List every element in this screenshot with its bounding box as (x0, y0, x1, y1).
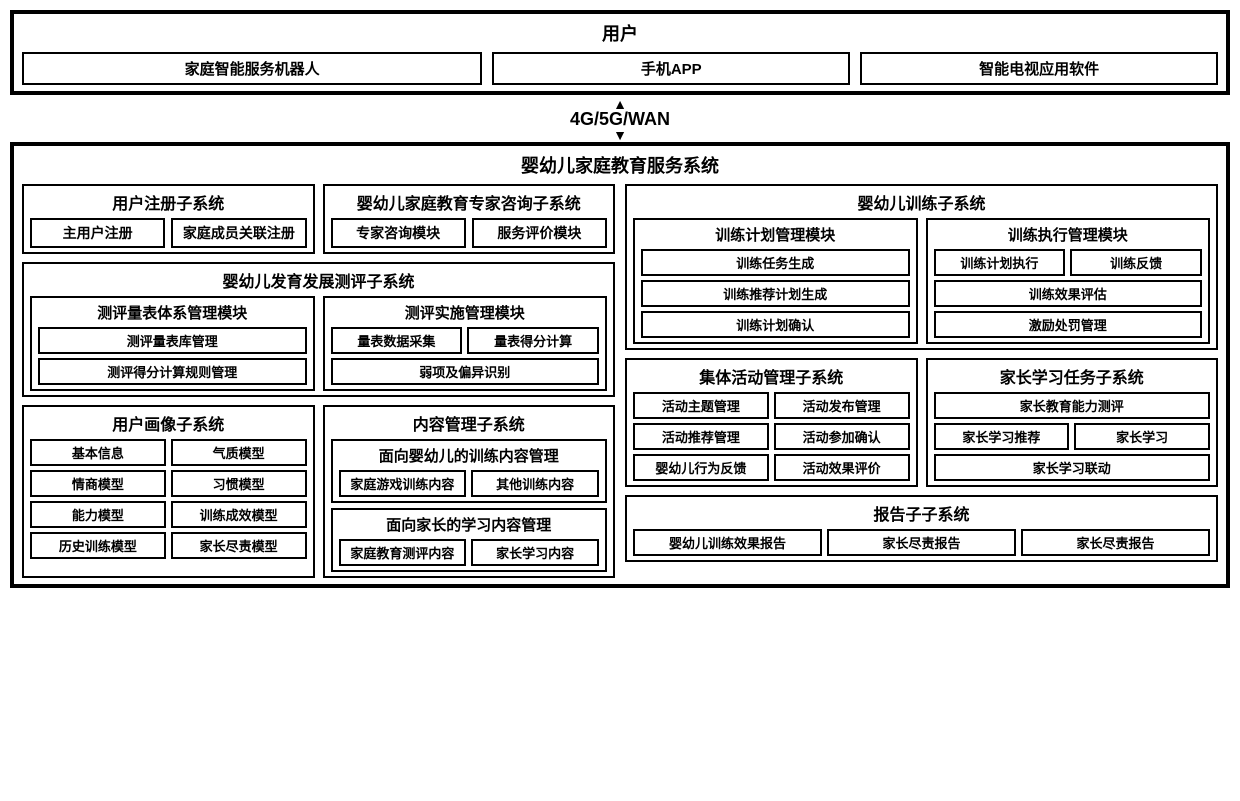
report-item: 家长尽责报告 (1021, 529, 1210, 556)
content-title: 内容管理子系统 (331, 411, 608, 435)
group-item: 活动主题管理 (633, 392, 769, 419)
training-plan-module: 训练计划管理模块 训练任务生成 训练推荐计划生成 训练计划确认 (633, 218, 918, 344)
scale-item: 测评量表库管理 (38, 327, 307, 354)
exec-item: 训练计划执行 (934, 249, 1066, 276)
report-item: 家长尽责报告 (827, 529, 1016, 556)
report-module: 报告子子系统 婴幼儿训练效果报告 家长尽责报告 家长尽责报告 (625, 495, 1218, 562)
scale-item: 测评得分计算规则管理 (38, 358, 307, 385)
plan-item: 训练计划确认 (641, 311, 910, 338)
exec-item: 激励处罚管理 (934, 311, 1203, 338)
group-title: 集体活动管理子系统 (633, 364, 910, 388)
arrow-up-icon: ▲ (613, 99, 627, 109)
parent-content-item: 家长学习内容 (471, 539, 599, 566)
user-item-tv: 智能电视应用软件 (860, 52, 1218, 85)
impl-mgmt-title: 测评实施管理模块 (331, 302, 600, 323)
parent-content-module: 面向家长的学习内容管理 家庭教育测评内容 家长学习内容 (331, 508, 608, 572)
connection: ▲ 4G/5G/WAN ▼ (10, 99, 1230, 140)
parent-task-item: 家长学习联动 (934, 454, 1211, 481)
system-block: 婴幼儿家庭教育服务系统 用户注册子系统 主用户注册 家庭成员关联注册 婴幼儿家庭… (10, 142, 1230, 588)
training-exec-module: 训练执行管理模块 训练计划执行 训练反馈 训练效果评估 激励处罚管理 (926, 218, 1211, 344)
infant-content-item: 家庭游戏训练内容 (339, 470, 467, 497)
expert-item: 服务评价模块 (472, 218, 607, 248)
group-item: 活动参加确认 (774, 423, 910, 450)
assessment-module: 婴幼儿发育发展测评子系统 测评量表体系管理模块 测评量表库管理 测评得分计算规则… (22, 262, 615, 397)
profile-item: 训练成效模型 (171, 501, 307, 528)
assessment-title: 婴幼儿发育发展测评子系统 (30, 268, 607, 292)
group-item: 婴幼儿行为反馈 (633, 454, 769, 481)
training-plan-title: 训练计划管理模块 (641, 224, 910, 245)
training-module: 婴幼儿训练子系统 训练计划管理模块 训练任务生成 训练推荐计划生成 训练计划确认… (625, 184, 1218, 350)
group-item: 活动效果评价 (774, 454, 910, 481)
report-item: 婴幼儿训练效果报告 (633, 529, 822, 556)
profile-item: 能力模型 (30, 501, 166, 528)
arrow-down-icon: ▼ (613, 130, 627, 140)
report-title: 报告子子系统 (633, 501, 1210, 525)
register-item: 家庭成员关联注册 (171, 218, 306, 248)
impl-item: 弱项及偏异识别 (331, 358, 600, 385)
scale-mgmt-module: 测评量表体系管理模块 测评量表库管理 测评得分计算规则管理 (30, 296, 315, 391)
training-title: 婴幼儿训练子系统 (633, 190, 1210, 214)
impl-mgmt-module: 测评实施管理模块 量表数据采集 量表得分计算 弱项及偏异识别 (323, 296, 608, 391)
profile-item: 家长尽责模型 (171, 532, 307, 559)
content-module: 内容管理子系统 面向婴幼儿的训练内容管理 家庭游戏训练内容 其他训练内容 面向家… (323, 405, 616, 578)
expert-module: 婴幼儿家庭教育专家咨询子系统 专家咨询模块 服务评价模块 (323, 184, 616, 254)
infant-content-title: 面向婴幼儿的训练内容管理 (339, 445, 600, 466)
impl-item: 量表得分计算 (467, 327, 599, 354)
exec-item: 训练反馈 (1070, 249, 1202, 276)
parent-content-title: 面向家长的学习内容管理 (339, 514, 600, 535)
user-item-robot: 家庭智能服务机器人 (22, 52, 482, 85)
profile-item: 历史训练模型 (30, 532, 166, 559)
user-title: 用户 (22, 20, 1218, 46)
user-block: 用户 家庭智能服务机器人 手机APP 智能电视应用软件 (10, 10, 1230, 95)
right-column: 婴幼儿训练子系统 训练计划管理模块 训练任务生成 训练推荐计划生成 训练计划确认… (625, 184, 1218, 578)
plan-item: 训练推荐计划生成 (641, 280, 910, 307)
profile-item: 情商模型 (30, 470, 166, 497)
parent-task-module: 家长学习任务子系统 家长教育能力测评 家长学习推荐 家长学习 家长学习联动 (926, 358, 1219, 487)
system-title: 婴幼儿家庭教育服务系统 (22, 152, 1218, 178)
group-item: 活动推荐管理 (633, 423, 769, 450)
profile-title: 用户画像子系统 (30, 411, 307, 435)
profile-item: 气质模型 (171, 439, 307, 466)
profile-module: 用户画像子系统 基本信息气质模型 情商模型习惯模型 能力模型训练成效模型 历史训… (22, 405, 315, 578)
parent-task-item: 家长教育能力测评 (934, 392, 1211, 419)
group-item: 活动发布管理 (774, 392, 910, 419)
left-column: 用户注册子系统 主用户注册 家庭成员关联注册 婴幼儿家庭教育专家咨询子系统 专家… (22, 184, 615, 578)
scale-mgmt-title: 测评量表体系管理模块 (38, 302, 307, 323)
profile-item: 基本信息 (30, 439, 166, 466)
exec-item: 训练效果评估 (934, 280, 1203, 307)
plan-item: 训练任务生成 (641, 249, 910, 276)
parent-task-title: 家长学习任务子系统 (934, 364, 1211, 388)
expert-item: 专家咨询模块 (331, 218, 466, 248)
infant-content-item: 其他训练内容 (471, 470, 599, 497)
profile-item: 习惯模型 (171, 470, 307, 497)
parent-content-item: 家庭教育测评内容 (339, 539, 467, 566)
register-module: 用户注册子系统 主用户注册 家庭成员关联注册 (22, 184, 315, 254)
user-item-app: 手机APP (492, 52, 850, 85)
expert-title: 婴幼儿家庭教育专家咨询子系统 (331, 190, 608, 214)
register-title: 用户注册子系统 (30, 190, 307, 214)
group-module: 集体活动管理子系统 活动主题管理活动发布管理 活动推荐管理活动参加确认 婴幼儿行… (625, 358, 918, 487)
impl-item: 量表数据采集 (331, 327, 463, 354)
training-exec-title: 训练执行管理模块 (934, 224, 1203, 245)
register-item: 主用户注册 (30, 218, 165, 248)
infant-content-module: 面向婴幼儿的训练内容管理 家庭游戏训练内容 其他训练内容 (331, 439, 608, 503)
parent-task-item: 家长学习推荐 (934, 423, 1070, 450)
parent-task-item: 家长学习 (1074, 423, 1210, 450)
